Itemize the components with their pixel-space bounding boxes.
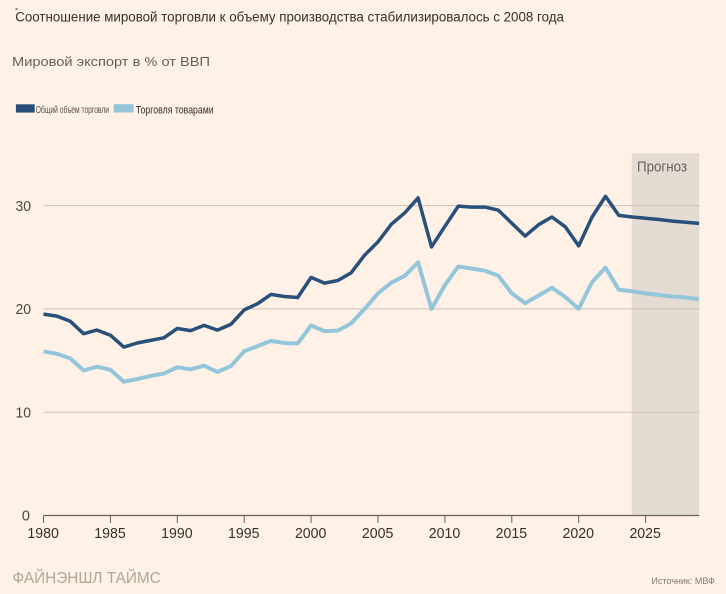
- svg-text:1985: 1985: [94, 526, 126, 542]
- svg-text:0: 0: [22, 509, 30, 525]
- svg-text:2010: 2010: [429, 526, 461, 542]
- svg-text:2025: 2025: [629, 526, 661, 542]
- svg-text:2020: 2020: [563, 526, 595, 542]
- svg-text:Прогноз: Прогноз: [637, 159, 687, 175]
- svg-text:2015: 2015: [496, 526, 528, 542]
- svg-text:2000: 2000: [295, 526, 327, 542]
- svg-text:1990: 1990: [161, 526, 193, 542]
- svg-text:Источник: МВФ: Источник: МВФ: [651, 576, 715, 586]
- svg-text:1980: 1980: [27, 526, 59, 542]
- svg-text:20: 20: [16, 302, 32, 318]
- svg-text:10: 10: [16, 405, 32, 421]
- svg-text:30: 30: [16, 199, 32, 215]
- svg-text:1995: 1995: [228, 526, 260, 542]
- svg-text:ФАЙНЭНШЛ ТАЙМС: ФАЙНЭНШЛ ТАЙМС: [13, 568, 161, 587]
- svg-text:Торговля товарами: Торговля товарами: [136, 105, 214, 117]
- svg-text:Соотношение мировой торговли к: Соотношение мировой торговли к объему пр…: [15, 10, 564, 25]
- svg-text:Общий объем торговли: Общий объем торговли: [36, 105, 109, 116]
- svg-text:Мировой экспорт в % от ВВП: Мировой экспорт в % от ВВП: [12, 54, 210, 69]
- svg-text:2005: 2005: [362, 526, 394, 542]
